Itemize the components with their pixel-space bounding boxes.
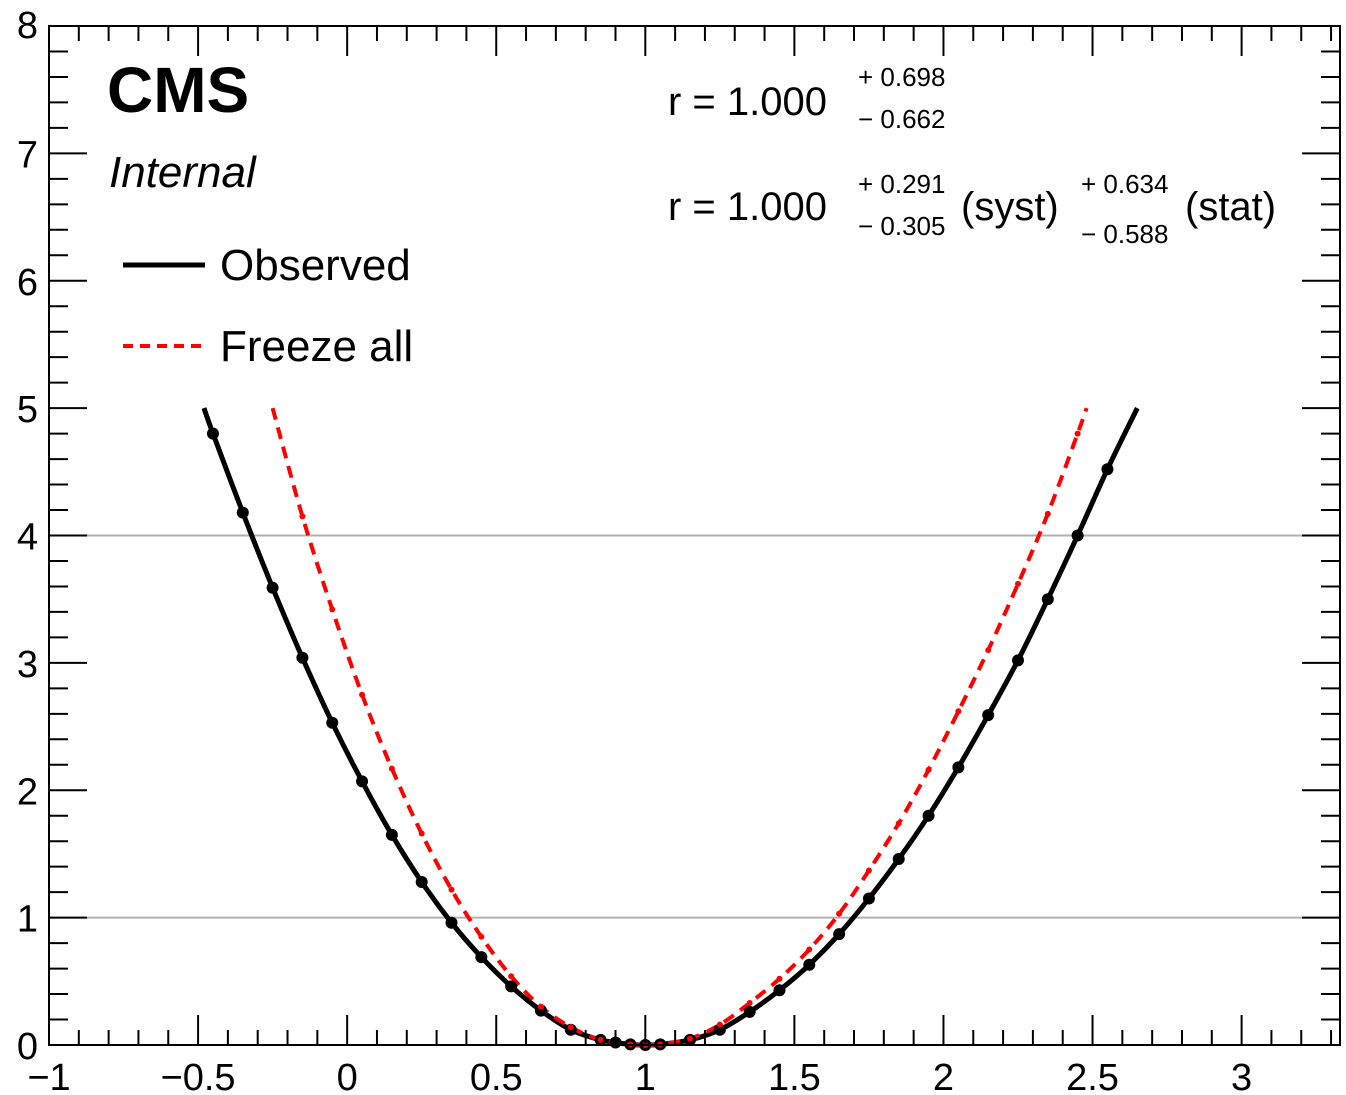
x-tick-label: 0 xyxy=(337,1057,358,1095)
result-syst-up: + 0.291 xyxy=(858,169,945,199)
result-breakdown: r = 1.000 + 0.291 − 0.305 (syst) + 0.634… xyxy=(668,169,1276,249)
observed-point xyxy=(1011,654,1024,667)
y-tick-label: 4 xyxy=(17,517,38,559)
y-tick-label: 8 xyxy=(17,5,38,47)
observed-point xyxy=(475,951,488,964)
freeze-all-point xyxy=(299,513,306,520)
x-tick-labels: −1 −0.5 0 0.5 1 1.5 2 2.5 3 xyxy=(27,1057,1252,1095)
result-total-up: + 0.698 xyxy=(858,62,945,92)
freeze-all-point xyxy=(508,973,515,980)
observed-point xyxy=(862,892,875,905)
observed-point xyxy=(1071,529,1084,542)
x-tick-label: −1 xyxy=(27,1057,70,1095)
internal-label: Internal xyxy=(109,148,257,197)
freeze-all-curve xyxy=(270,407,1089,1048)
freeze-all-point xyxy=(1044,510,1051,517)
freeze-all-point xyxy=(597,1036,604,1043)
result-syst-label: (syst) xyxy=(961,185,1059,229)
freeze-all-markers xyxy=(299,430,1081,1048)
observed-point xyxy=(296,651,309,664)
observed-point xyxy=(713,1023,726,1036)
observed-point xyxy=(415,875,428,888)
x-tick-label: 0.5 xyxy=(470,1057,523,1095)
freeze-all-point xyxy=(478,933,485,940)
result-total-prefix: r = 1.000 xyxy=(668,80,827,124)
observed-point xyxy=(356,775,369,788)
freeze-all-point xyxy=(359,691,366,698)
x-tick-label: 2.5 xyxy=(1066,1057,1119,1095)
freeze-all-point xyxy=(537,1003,544,1010)
result-total: r = 1.000 + 0.698 − 0.662 xyxy=(668,62,945,134)
observed-point xyxy=(1101,463,1114,476)
legend-freeze-label: Freeze all xyxy=(220,322,413,371)
reference-lines xyxy=(49,534,1340,919)
observed-point xyxy=(952,761,965,774)
freeze-all-point xyxy=(895,820,902,827)
observed-point xyxy=(892,853,905,866)
observed-point xyxy=(385,828,398,841)
y-tick-label: 5 xyxy=(17,389,38,431)
y-tick-labels: 0 1 2 3 4 5 6 7 8 xyxy=(17,5,38,1068)
freeze-all-point xyxy=(865,867,872,874)
y-tick-label: 6 xyxy=(17,262,38,304)
freeze-all-point xyxy=(746,999,753,1006)
observed-point xyxy=(534,1004,547,1017)
freeze-all-point xyxy=(448,886,455,893)
x-tick-label: 3 xyxy=(1231,1057,1252,1095)
observed-point xyxy=(326,716,339,729)
freeze-all-point xyxy=(836,910,843,917)
freeze-all-point xyxy=(1014,580,1021,587)
observed-markers xyxy=(206,427,1114,1051)
freeze-all-point xyxy=(567,1024,574,1031)
x-tick-label: 2 xyxy=(933,1057,954,1095)
result-syst-down: − 0.305 xyxy=(858,211,945,241)
observed-point xyxy=(922,809,935,822)
legend: Observed Freeze all xyxy=(123,241,413,371)
y-tick-label: 2 xyxy=(17,771,38,813)
observed-point xyxy=(982,709,995,722)
freeze-all-point xyxy=(388,765,395,772)
freeze-all-point xyxy=(716,1021,723,1028)
freeze-all-point xyxy=(955,708,962,715)
observed-point xyxy=(206,427,219,440)
axis-ticks xyxy=(48,25,1340,1046)
observed-point xyxy=(445,916,458,929)
cms-label: CMS xyxy=(107,54,249,126)
curves xyxy=(201,406,1140,1048)
freeze-all-point xyxy=(329,606,336,613)
observed-point xyxy=(803,958,816,971)
result-stat-down: − 0.588 xyxy=(1081,219,1168,249)
y-tick-label: 7 xyxy=(17,134,38,176)
result-stat-up: + 0.634 xyxy=(1081,169,1168,199)
freeze-all-point xyxy=(925,766,932,773)
freeze-all-point xyxy=(687,1035,694,1042)
observed-point xyxy=(833,928,846,941)
result-total-down: − 0.662 xyxy=(858,104,945,134)
x-tick-label: 1.5 xyxy=(768,1057,821,1095)
freeze-all-point xyxy=(985,647,992,654)
freeze-all-point xyxy=(776,975,783,982)
freeze-all-point xyxy=(418,830,425,837)
observed-point xyxy=(1041,593,1054,606)
observed-point xyxy=(505,980,518,993)
observed-point xyxy=(743,1005,756,1018)
y-tick-label: 0 xyxy=(17,1026,38,1068)
observed-point xyxy=(266,581,279,594)
result-stat-label: (stat) xyxy=(1185,185,1276,229)
y-tick-label: 1 xyxy=(17,899,38,941)
observed-point xyxy=(236,506,249,519)
observed-curve xyxy=(201,406,1140,1048)
legend-observed-label: Observed xyxy=(220,241,411,290)
x-tick-label: −0.5 xyxy=(161,1057,236,1095)
observed-point xyxy=(773,984,786,997)
freeze-all-point xyxy=(806,946,813,953)
result-breakdown-prefix: r = 1.000 xyxy=(668,185,827,229)
freeze-all-point xyxy=(1074,430,1081,437)
x-tick-label: 1 xyxy=(635,1057,656,1095)
y-tick-label: 3 xyxy=(17,644,38,686)
